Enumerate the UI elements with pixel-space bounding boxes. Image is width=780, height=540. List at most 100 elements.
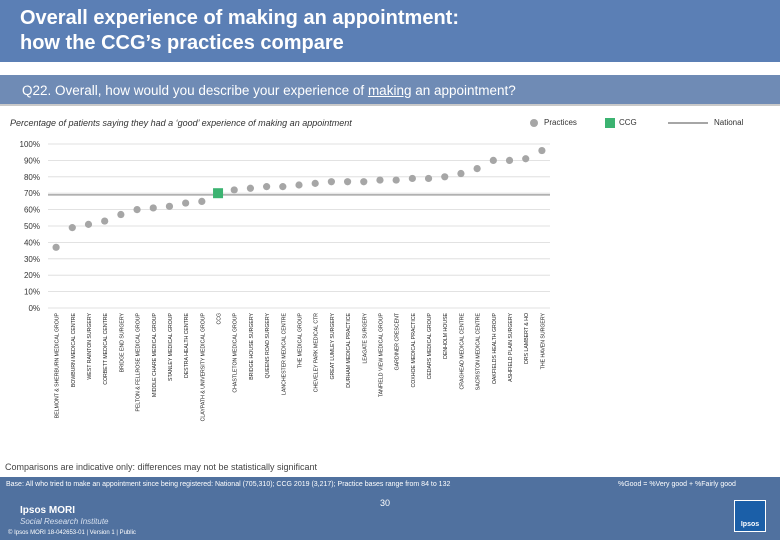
practice-point: [457, 169, 465, 178]
practice-point: [133, 206, 141, 214]
chart-legend: Practices CCG National: [530, 117, 775, 131]
x-category-label: GARDINER CRESCENT: [395, 312, 401, 370]
x-category-label: DRS LAMBERT & HO: [524, 313, 530, 364]
practice-point: [360, 178, 368, 186]
x-category-label: OAKFIELDS HEALTH GROUP: [492, 312, 498, 384]
practice-point: [263, 183, 271, 191]
practice-point: [246, 184, 255, 192]
x-category-label: CORBETT MEDICAL CENTRE: [103, 312, 109, 384]
practice-point: [295, 181, 303, 189]
x-category-label: BELMONT & SHERBURN MEDICAL GROUP: [55, 312, 61, 418]
practice-point: [505, 156, 514, 164]
practice-comparison-chart: 0% 10% 20% 30% 40% 50% 60% 70% 80% 90% 100% BELMONT…: [20, 140, 550, 421]
ccg-marker: [213, 188, 224, 199]
question-suffix: an appointment?: [411, 83, 516, 98]
x-category-label: CHASTLETON MEDICAL GROUP: [233, 312, 239, 392]
x-category-label: LEAGATE SURGERY: [362, 312, 368, 363]
question-text: Q22. Overall, how would you describe you…: [22, 82, 516, 100]
page-title: Overall experience of making an appointm…: [20, 6, 760, 56]
practice-point: [230, 186, 238, 194]
legend-national-label: National: [714, 118, 744, 127]
legend-practices-label: Practices: [544, 118, 577, 127]
y-tick-label: 100%: [20, 140, 40, 149]
header-bar: Overall experience of making an appointm…: [0, 0, 780, 62]
practice-point: [182, 199, 190, 207]
practice-point: [279, 183, 287, 191]
x-category-label: CLAYPATH & UNIVERSITY MEDICAL GROUP: [200, 312, 206, 421]
question-prefix: Q22. Overall, how would you describe you…: [22, 83, 368, 98]
x-category-label: CEDARS MEDICAL GROUP: [427, 312, 433, 379]
base-text: Base: All who tried to make an appointme…: [6, 481, 451, 488]
brand-name: Ipsos MORI: [20, 505, 76, 516]
title-line-1: Overall experience of making an appointm…: [20, 7, 460, 29]
practice-point: [101, 217, 109, 225]
x-category-label: DURHAM MEDICAL PRACTICE: [346, 312, 352, 387]
y-tick-label: 70%: [24, 189, 40, 198]
practice-point: [198, 197, 206, 205]
x-category-label: SACRISTON MEDICAL CENTRE: [476, 312, 482, 390]
legend-ccg-label: CCG: [619, 118, 637, 127]
x-category-label: CHEVELEY PARK MEDICAL CTR: [314, 313, 320, 392]
ipsos-logo-icon: Ipsos: [734, 500, 766, 532]
x-category-label: LANCHESTER MEDICAL CENTRE: [281, 312, 287, 394]
practice-point: [408, 174, 416, 183]
x-category-label: QUEENS ROAD SURGERY: [265, 312, 271, 378]
practice-point: [473, 165, 481, 173]
x-category-label: DESTRA HEALTH CENTRE: [184, 312, 190, 378]
x-category-label: CCG: [217, 313, 223, 325]
practice-point: [424, 174, 433, 183]
x-category-label: COXHOE MEDICAL PRACTICE: [411, 312, 417, 387]
x-category-label: BRIDGE HOUSE SURGERY: [249, 312, 255, 379]
x-category-label: ASHFIELD PLAIN SURGERY: [508, 312, 514, 381]
page-number: 30: [380, 498, 391, 508]
x-category-label: WEST RAINTON SURGERY: [87, 312, 93, 379]
brand-subtitle: Social Research Institute: [20, 517, 109, 526]
footnote: Comparisons are indicative only: differe…: [5, 462, 317, 472]
y-tick-label: 80%: [24, 173, 40, 182]
y-tick-label: 40%: [24, 238, 40, 247]
practice-point: [327, 178, 335, 186]
footer: Base: All who tried to make an appointme…: [0, 477, 780, 540]
practice-point: [441, 173, 449, 181]
practice-point: [538, 146, 546, 155]
y-tick-label: 20%: [24, 271, 40, 280]
copyright: © Ipsos MORI 18-042653-01 | Version 1 | …: [8, 530, 136, 536]
x-category-label: CRAGHEAD MEDICAL CENTRE: [459, 312, 465, 389]
practice-point: [489, 156, 497, 164]
x-category-label: STANLEY MEDICAL GROUP: [168, 312, 174, 380]
y-tick-label: 0%: [28, 304, 40, 313]
good-formula: %Good = %Very good + %Fairly good: [618, 481, 736, 488]
practice-point: [52, 243, 60, 251]
logo-text: Ipsos: [740, 521, 760, 528]
practice-point: [84, 220, 93, 228]
practice-point: [311, 179, 319, 187]
practice-dot-icon: [530, 119, 538, 127]
x-category-label: THE HAVEN SURGERY: [540, 312, 546, 369]
practice-point: [117, 210, 125, 219]
ccg-square-icon: [605, 118, 615, 128]
y-tick-label: 90%: [24, 156, 40, 165]
practice-point: [68, 224, 76, 232]
practice-point: [149, 204, 157, 212]
practice-point: [343, 178, 352, 186]
header: Overall experience of making an appointm…: [0, 0, 780, 62]
x-category-label: DENHOLM HOUSE: [443, 312, 449, 358]
question-bar: Q22. Overall, how would you describe you…: [0, 75, 780, 106]
chart-subtitle: Percentage of patients saying they had a…: [10, 118, 352, 128]
practice-point: [392, 176, 400, 184]
x-category-label: PELTON & FELLROSE MEDICAL GROUP: [136, 312, 142, 411]
x-category-label: BRIDGE END SURGERY: [119, 312, 125, 372]
title-line-2: how the CCG’s practices compare: [20, 32, 344, 54]
x-category-label: MIDDLE CHARE MEDICAL GROUP: [152, 312, 158, 397]
x-category-label: THE MEDICAL GROUP: [298, 312, 304, 368]
national-line-icon: [668, 122, 708, 124]
practice-point: [522, 155, 530, 163]
x-category-label: BOWBURN MEDICAL CENTRE: [71, 312, 77, 387]
x-category-label: TANFIELD VIEW MEDICAL GROUP: [378, 312, 384, 397]
y-tick-label: 50%: [24, 222, 40, 231]
y-tick-label: 10%: [24, 288, 40, 297]
y-tick-label: 60%: [24, 206, 40, 215]
question-underlined: making: [367, 83, 412, 98]
practice-point: [376, 176, 384, 184]
x-category-label: GREAT LUMLEY SURGERY: [330, 312, 336, 379]
